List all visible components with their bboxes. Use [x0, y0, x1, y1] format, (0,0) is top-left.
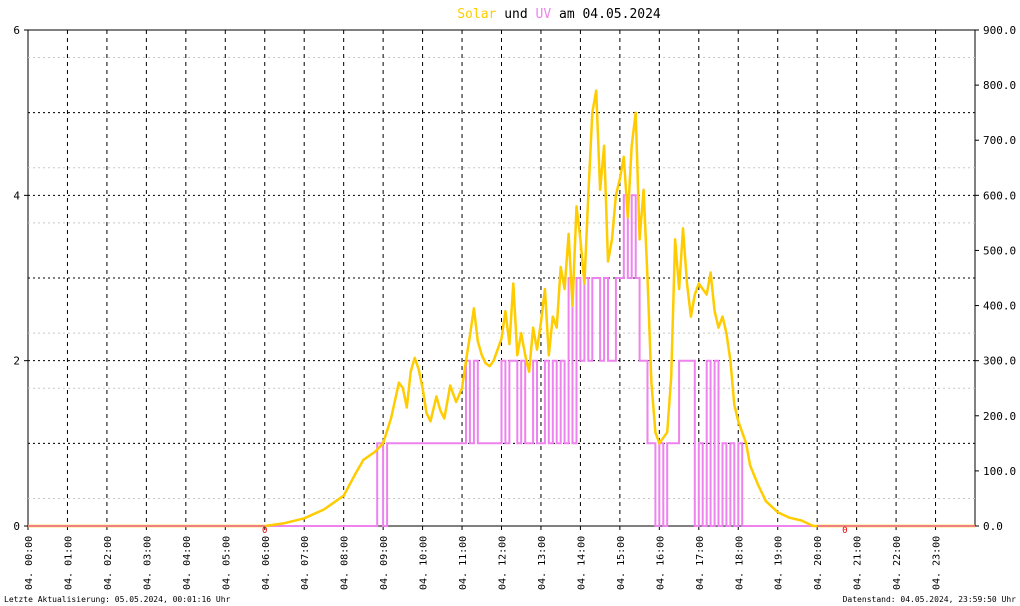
x-tick-label: 04. 12:00	[498, 536, 509, 590]
sunset-marker: 0	[842, 526, 847, 536]
x-tick-label: 04. 07:00	[300, 536, 311, 590]
chart-grid	[27, 29, 976, 527]
right-tick-label: 900.0	[983, 24, 1016, 37]
x-tick-label: 04. 06:00	[261, 536, 272, 590]
right-tick-label: 700.0	[983, 134, 1016, 147]
x-tick-label: 04. 16:00	[655, 536, 666, 590]
x-tick-label: 04. 19:00	[774, 536, 785, 590]
left-tick-label: 6	[13, 24, 20, 37]
x-tick-label: 04. 05:00	[221, 536, 232, 590]
solar-series-line	[28, 89, 975, 528]
right-tick-label: 300.0	[983, 355, 1016, 368]
x-tick-label: 04. 03:00	[142, 536, 153, 590]
footer-data-status: Datenstand: 04.05.2024, 23:59:50 Uhr	[843, 595, 1017, 604]
x-tick-label: 04. 18:00	[734, 536, 745, 590]
right-tick-label: 200.0	[983, 410, 1016, 423]
title-uv: UV	[536, 7, 552, 22]
x-tick-label: 04. 09:00	[379, 536, 390, 590]
left-tick-label: 0	[13, 520, 20, 533]
x-tick-label: 04. 01:00	[63, 536, 74, 590]
right-tick-label: 500.0	[983, 244, 1016, 257]
left-tick-label: 4	[13, 189, 20, 202]
x-tick-label: 04. 23:00	[932, 536, 943, 590]
x-tick-label: 04. 22:00	[892, 536, 903, 590]
x-tick-label: 04. 10:00	[419, 536, 430, 590]
title-solar: Solar	[457, 7, 496, 22]
x-tick-label: 04. 11:00	[458, 536, 469, 590]
right-tick-label: 800.0	[983, 79, 1016, 92]
left-tick-label: 2	[13, 355, 20, 368]
x-tick-label: 04. 02:00	[103, 536, 114, 590]
footer-last-update: Letzte Aktualisierung: 05.05.2024, 00:01…	[4, 595, 231, 604]
x-tick-label: 04. 14:00	[576, 536, 587, 590]
uv-series-line	[28, 194, 975, 527]
x-tick-label: 04. 13:00	[537, 536, 548, 590]
right-tick-label: 100.0	[983, 465, 1016, 478]
x-tick-label: 04. 15:00	[616, 536, 627, 590]
x-tick-label: 04. 20:00	[813, 536, 824, 590]
axis-ticks: 0 2 4 6 0.0 100.0 200.0 300.0 400.0 500.0 600.0 700…	[13, 24, 1016, 590]
x-tick-label: 04. 04:00	[182, 536, 193, 590]
x-tick-label: 04. 00:00	[24, 536, 35, 590]
right-tick-label: 400.0	[983, 300, 1016, 313]
right-tick-label: 0.0	[983, 520, 1003, 533]
title-und: und	[496, 7, 535, 22]
x-tick-label: 04. 21:00	[853, 536, 864, 590]
x-tick-label: 04. 17:00	[695, 536, 706, 590]
x-tick-label: 04. 08:00	[340, 536, 351, 590]
title-date: am 04.05.2024	[551, 7, 661, 22]
right-tick-label: 600.0	[983, 189, 1016, 202]
sunrise-marker: 0	[262, 526, 267, 536]
chart-title: Solar und UV am 04.05.2024	[457, 7, 661, 22]
